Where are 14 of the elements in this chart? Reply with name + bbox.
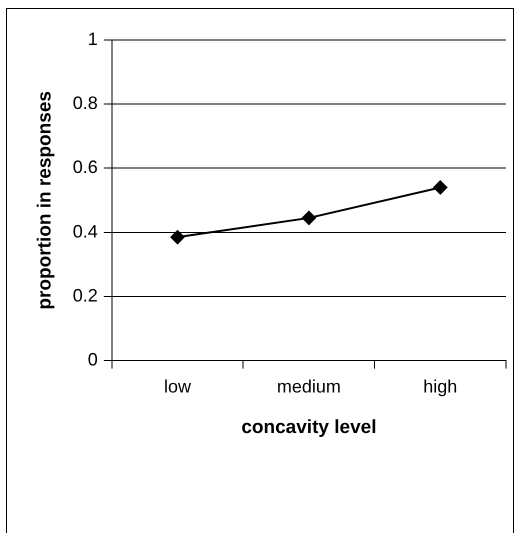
x-tick-label: medium	[276, 376, 341, 396]
point	[433, 180, 448, 194]
x-tick-label: high	[423, 376, 458, 396]
y-tick-label: 0	[88, 350, 98, 370]
y-tick-label: 0.2	[72, 285, 98, 306]
y-tick-label: 0.6	[72, 157, 98, 178]
y-tick-label: 0.8	[72, 93, 98, 114]
y-tick-label: 0.4	[72, 221, 98, 242]
point	[302, 210, 316, 225]
x-axis-title: concavity level	[241, 416, 377, 438]
y-axis-title: proportion in responses	[34, 91, 56, 310]
x-tick-label: low	[164, 376, 192, 396]
y-tick-label: 1	[88, 28, 98, 49]
point	[170, 230, 185, 244]
